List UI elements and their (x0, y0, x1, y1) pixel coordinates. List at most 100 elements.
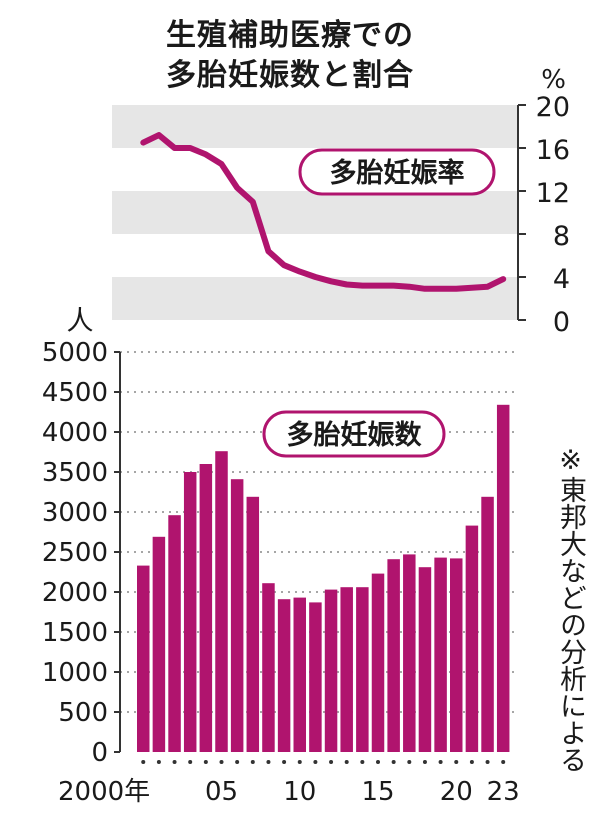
bar-chart-y-tick-label: 4500 (42, 378, 108, 408)
x-axis-dot (454, 760, 459, 764)
line-chart-y-tick-label: 4 (553, 264, 570, 295)
line-point (392, 284, 396, 288)
source-note: ※東邦大などの分析による (555, 445, 586, 773)
line-point (501, 277, 505, 281)
bar-chart-y-tick-label: 1000 (42, 658, 108, 688)
bar-chart-y-tick-label: 1500 (42, 618, 108, 648)
bar (262, 583, 275, 752)
line-chart-y-tick-label: 0 (553, 307, 570, 338)
bar-series-label: 多胎妊娠数 (287, 420, 423, 451)
bar (403, 554, 416, 752)
line-chart-y-unit: % (541, 65, 566, 95)
bar-chart-y-tick-label: 500 (58, 698, 108, 728)
bar (450, 558, 463, 752)
x-axis-tick-label: 10 (283, 777, 316, 807)
bar (465, 525, 479, 752)
x-axis-dot (391, 760, 396, 764)
chart-title-line2: 多胎妊娠数と割合 (166, 58, 414, 93)
x-axis-dot (156, 760, 161, 764)
bar (293, 597, 306, 752)
line-point (266, 249, 270, 253)
bar (137, 565, 150, 752)
line-point (235, 186, 239, 190)
bar (371, 573, 385, 752)
x-axis-dot (250, 760, 255, 764)
bar-series-label-box (262, 410, 446, 458)
x-axis-dot (438, 760, 443, 764)
bar (496, 404, 510, 752)
line-series (140, 132, 507, 292)
x-axis-dot (266, 760, 271, 764)
bar (152, 536, 166, 752)
chart-title-line1: 生殖補助医療での (166, 18, 414, 53)
line-chart-band (112, 191, 518, 234)
x-axis-dot (219, 760, 224, 764)
bar-chart-y-tick-label: 5000 (42, 338, 108, 368)
line-chart-y-tick-label: 8 (553, 221, 570, 252)
bar-chart-y-tick-label: 4000 (42, 418, 108, 448)
line-point (454, 287, 458, 291)
line-point (345, 283, 349, 287)
line-point (360, 284, 364, 288)
x-axis-dot (172, 760, 177, 764)
line-point (376, 284, 380, 288)
line-point (470, 286, 474, 290)
x-axis-dot (141, 760, 146, 764)
x-axis-dot (407, 760, 412, 764)
line-series-label: 多胎妊娠率 (330, 157, 465, 189)
x-axis-tick-label: 15 (361, 777, 394, 807)
bar (387, 559, 400, 752)
x-axis-dot (360, 760, 365, 764)
x-axis-dot (344, 760, 349, 764)
bar-chart-y-tick-label: 2000 (42, 578, 108, 608)
bar (418, 567, 432, 752)
x-axis-dot (469, 760, 474, 764)
x-axis-dot (188, 760, 193, 764)
x-axis-dot (501, 760, 506, 764)
line-point (282, 263, 286, 267)
line-chart-y-tick-label: 20 (536, 92, 570, 123)
line-chart-y-tick-label: 16 (536, 135, 570, 166)
line-chart-band (112, 105, 518, 148)
bar (324, 589, 338, 752)
bar (168, 515, 181, 752)
bar (230, 479, 244, 752)
line-point (204, 152, 208, 156)
bar-chart-y-unit: 人 (67, 306, 94, 337)
bar (481, 496, 494, 752)
x-axis-dot (313, 760, 318, 764)
bar (356, 587, 369, 752)
x-axis-dot (329, 760, 334, 764)
x-axis-dot (485, 760, 490, 764)
line-point (407, 285, 411, 289)
bar-chart-y-tick-label: 0 (91, 738, 108, 768)
x-axis-tick-label: 2000年 (58, 777, 150, 807)
x-axis-dot (203, 760, 208, 764)
bar-chart-y-tick-label: 2500 (42, 538, 108, 568)
line-point (439, 287, 443, 291)
line-series-label-box (298, 148, 496, 196)
line-point (313, 275, 317, 279)
line-point (188, 146, 192, 150)
line-point (329, 279, 333, 283)
line-point (423, 287, 427, 291)
x-axis-dot (297, 760, 302, 764)
bar-chart-y-tick-label: 3500 (42, 458, 108, 488)
bar (199, 464, 213, 752)
x-axis-tick-label: 05 (205, 777, 238, 807)
bar (434, 557, 447, 752)
line-chart-band (112, 277, 518, 320)
bar (340, 587, 353, 752)
bar (246, 496, 260, 752)
bar (309, 602, 322, 752)
line-point (157, 133, 161, 137)
x-axis-tick-label: 23 (487, 777, 520, 807)
line-chart-y-tick-label: 12 (536, 178, 570, 209)
line-point (141, 141, 145, 145)
bar-chart-y-tick-label: 3000 (42, 498, 108, 528)
x-axis-dot (282, 760, 287, 764)
line-point (251, 200, 255, 204)
line-point (298, 270, 302, 274)
x-axis-tick-label: 20 (440, 777, 473, 807)
